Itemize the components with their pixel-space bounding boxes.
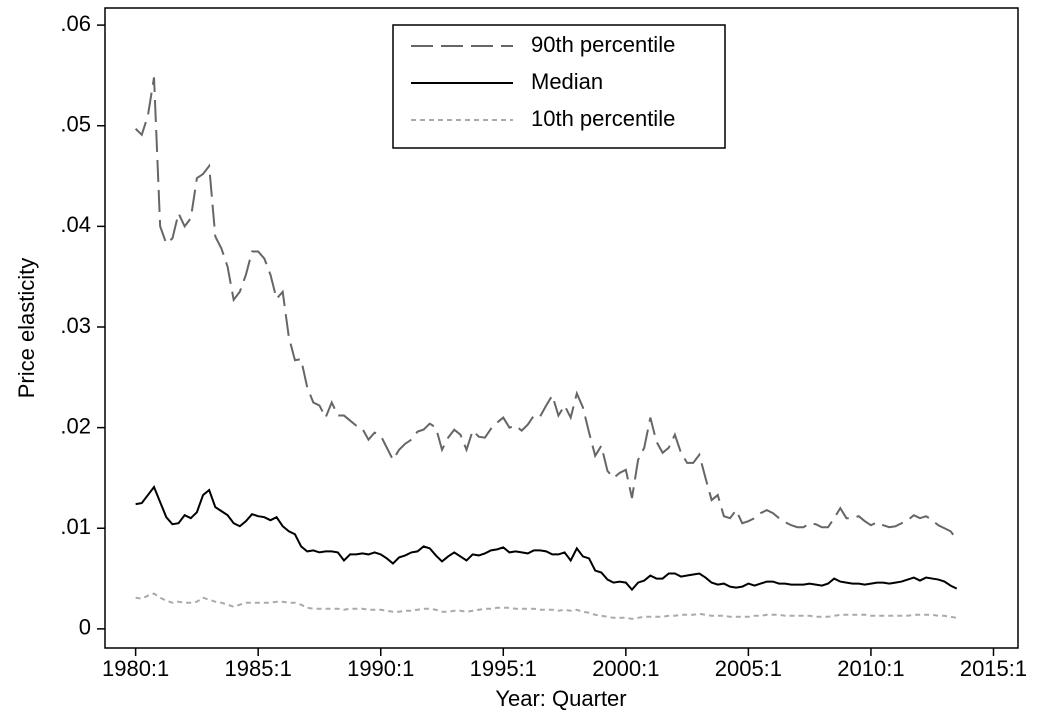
x-tick-label: 1985:1 — [225, 656, 292, 681]
x-tick-label: 2015:1 — [960, 656, 1027, 681]
legend-label: 90th percentile — [531, 32, 675, 57]
x-tick-label: 1995:1 — [470, 656, 537, 681]
x-tick-label: 2000:1 — [592, 656, 659, 681]
x-tick-label: 1990:1 — [347, 656, 414, 681]
legend-label: Median — [531, 69, 603, 94]
y-tick-label: .01 — [60, 514, 91, 539]
y-tick-label: 0 — [79, 615, 91, 640]
y-tick-label: .04 — [60, 212, 91, 237]
series-line — [135, 592, 957, 620]
series-line — [134, 77, 958, 540]
legend-label: 10th percentile — [531, 106, 675, 131]
x-tick-label: 1980:1 — [102, 656, 169, 681]
series-line — [135, 484, 958, 592]
x-tick-label: 2010:1 — [837, 656, 904, 681]
y-tick-label: .06 — [60, 11, 91, 36]
y-axis-label: Price elasticity — [14, 258, 39, 399]
x-axis-label: Year: Quarter — [495, 686, 626, 711]
y-tick-label: .05 — [60, 112, 91, 137]
y-tick-label: .03 — [60, 313, 91, 338]
plot-frame — [104, 7, 1019, 649]
y-tick-label: .02 — [60, 413, 91, 438]
x-tick-label: 2005:1 — [715, 656, 782, 681]
